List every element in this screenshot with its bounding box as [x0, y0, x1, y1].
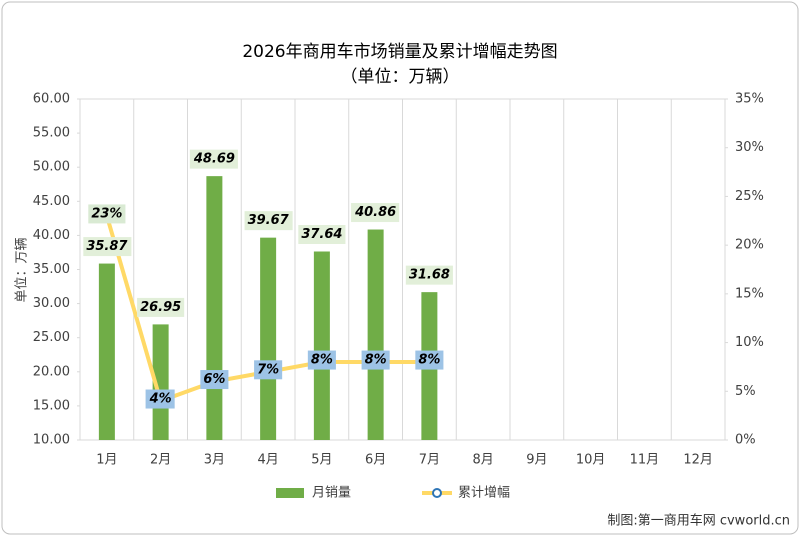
bar [367, 229, 384, 440]
bar-label-box [298, 224, 346, 244]
line-label: 8% [365, 353, 387, 368]
legend-swatch [276, 488, 304, 498]
y-tick-label: 25.00 [33, 330, 70, 345]
bar [313, 251, 330, 440]
bar-label: 40.86 [354, 205, 396, 220]
y-axis-label: 单位：万辆 [15, 237, 30, 302]
bar-label: 48.69 [193, 152, 235, 167]
source: 制图:第一商用车网 cvworld.cn [607, 513, 790, 529]
y-tick-label: 50.00 [33, 160, 70, 175]
bar [98, 263, 115, 440]
x-tick-label: 8月 [472, 453, 493, 468]
bar-label: 39.67 [248, 213, 290, 228]
bar-label-box [137, 297, 185, 317]
y2-tick-label: 20% [735, 238, 764, 253]
line-label-box [415, 350, 444, 370]
line-label: 4% [149, 392, 172, 407]
y2-tick-label: 35% [735, 92, 764, 107]
line-label: 6% [203, 372, 225, 387]
legend-marker [432, 488, 442, 498]
y2-tick-label: 30% [735, 140, 764, 155]
bar-label-box [83, 237, 132, 257]
y2-tick-label: 15% [735, 286, 764, 301]
y-tick-label: 40.00 [33, 228, 70, 243]
line-label: 7% [257, 362, 279, 377]
chart-subtitle: （单位：万辆） [341, 67, 460, 87]
x-tick-label: 7月 [419, 453, 440, 468]
bar-label-box [189, 149, 238, 169]
x-tick-label: 11月 [630, 453, 660, 468]
line-label-box [361, 350, 390, 370]
y-tick-label: 35.00 [33, 262, 70, 277]
bar-label-box [244, 211, 293, 231]
y-tick-label: 30.00 [33, 296, 70, 311]
y-tick-label: 60.00 [33, 92, 70, 107]
y2-tick-label: 25% [735, 189, 764, 204]
legend-label: 累计增幅 [458, 486, 510, 501]
line-label-box [307, 350, 336, 370]
x-tick-label: 9月 [526, 453, 547, 468]
bar-label: 35.87 [86, 239, 128, 254]
x-tick-label: 10月 [576, 453, 606, 468]
line-label-box [145, 389, 175, 409]
line-label: 8% [311, 353, 333, 368]
legend-label: 月销量 [312, 486, 351, 501]
x-tick-label: 6月 [365, 453, 386, 468]
x-tick-label: 5月 [311, 453, 332, 468]
y-tick-label: 15.00 [33, 398, 70, 413]
y-tick-label: 55.00 [33, 126, 70, 141]
y2-tick-label: 0% [735, 433, 756, 448]
bar-label: 31.68 [409, 268, 450, 283]
bar [206, 176, 223, 440]
y-tick-label: 20.00 [33, 364, 70, 379]
bar [152, 324, 169, 440]
bar-label-box [351, 203, 400, 223]
bar [260, 237, 277, 440]
bar-label-box [405, 265, 453, 285]
x-tick-label: 4月 [257, 453, 278, 468]
x-tick-label: 12月 [683, 453, 713, 468]
y-tick-label: 45.00 [33, 194, 70, 209]
line-label-box [200, 370, 229, 390]
line-label: 23% [91, 206, 122, 221]
y2-tick-label: 10% [735, 335, 764, 350]
y-tick-label: 10.00 [33, 433, 70, 448]
y2-tick-label: 5% [735, 384, 756, 399]
line-label-box [88, 204, 126, 224]
bar-label: 37.64 [301, 227, 342, 242]
line-label: 8% [418, 353, 440, 368]
line-label-box [254, 360, 283, 380]
x-tick-label: 1月 [96, 453, 117, 468]
chart-title: 2026年商用车市场销量及累计增幅走势图 [242, 42, 557, 62]
bar-label: 26.95 [140, 300, 181, 315]
x-tick-label: 2月 [150, 453, 171, 468]
x-tick-label: 3月 [204, 453, 225, 468]
